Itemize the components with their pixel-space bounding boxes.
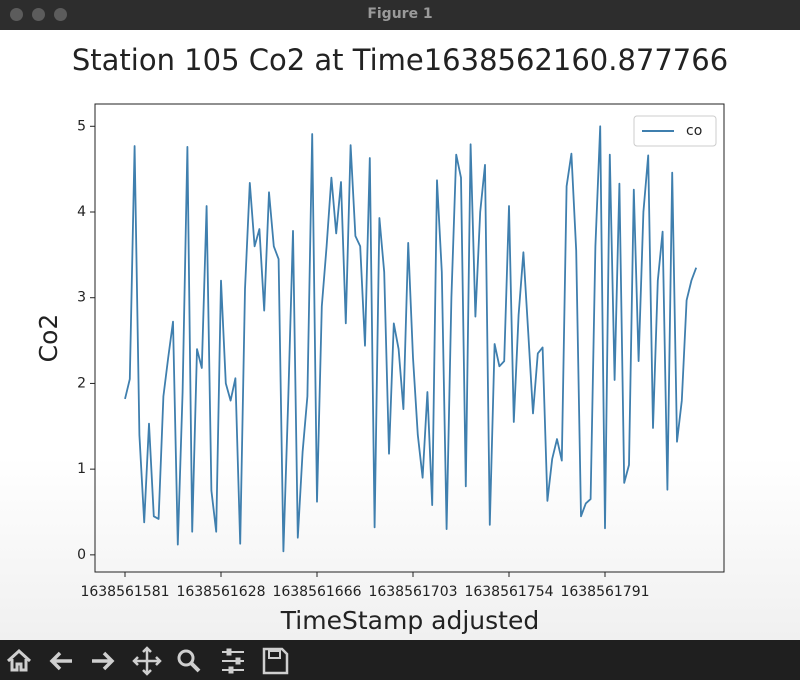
y-axis-label: Co2: [34, 314, 63, 363]
pan-button[interactable]: [132, 646, 162, 676]
zoom-tool-button[interactable]: [177, 649, 195, 667]
close-button[interactable]: [10, 8, 23, 21]
x-tick-label: 1638561666: [272, 584, 361, 600]
configure-button[interactable]: [226, 648, 232, 656]
toolbar: [0, 640, 800, 680]
x-tick-label: 1638561703: [368, 584, 457, 600]
toolbar-icons: [6, 646, 289, 676]
zoom-button[interactable]: [54, 8, 67, 21]
chart-title: Station 105 Co2 at Time1638562160.877766: [72, 43, 728, 77]
data-line: [124, 125, 698, 553]
x-axis-label: TimeStamp adjusted: [280, 606, 539, 635]
plot-area: [94, 103, 725, 573]
legend-label: co: [686, 123, 702, 139]
title-bar: Figure 1: [0, 0, 800, 30]
x-tick-label: 1638561791: [560, 584, 649, 600]
legend: co: [633, 115, 717, 147]
save-button[interactable]: [262, 647, 289, 675]
minimize-button[interactable]: [32, 8, 45, 21]
y-tick-label: 3: [77, 290, 86, 306]
window-title: Figure 1: [367, 6, 433, 22]
y-tick-label: 0: [77, 547, 86, 563]
x-tick-label: 1638561628: [176, 584, 265, 600]
figure: Station 105 Co2 at Time1638562160.877766…: [0, 30, 800, 640]
y-tick-label: 1: [77, 461, 86, 477]
x-tick-label: 1638561754: [464, 584, 553, 600]
y-tick-label: 2: [77, 375, 86, 391]
chart: Station 105 Co2 at Time1638562160.877766…: [34, 43, 728, 635]
legend-box: [633, 115, 717, 147]
back-button[interactable]: [49, 651, 72, 671]
y-tick-label: 4: [77, 204, 86, 220]
forward-button[interactable]: [92, 651, 115, 671]
x-tick-label: 1638561581: [80, 584, 169, 600]
home-button[interactable]: [6, 648, 32, 672]
y-tick-label: 5: [77, 118, 86, 134]
